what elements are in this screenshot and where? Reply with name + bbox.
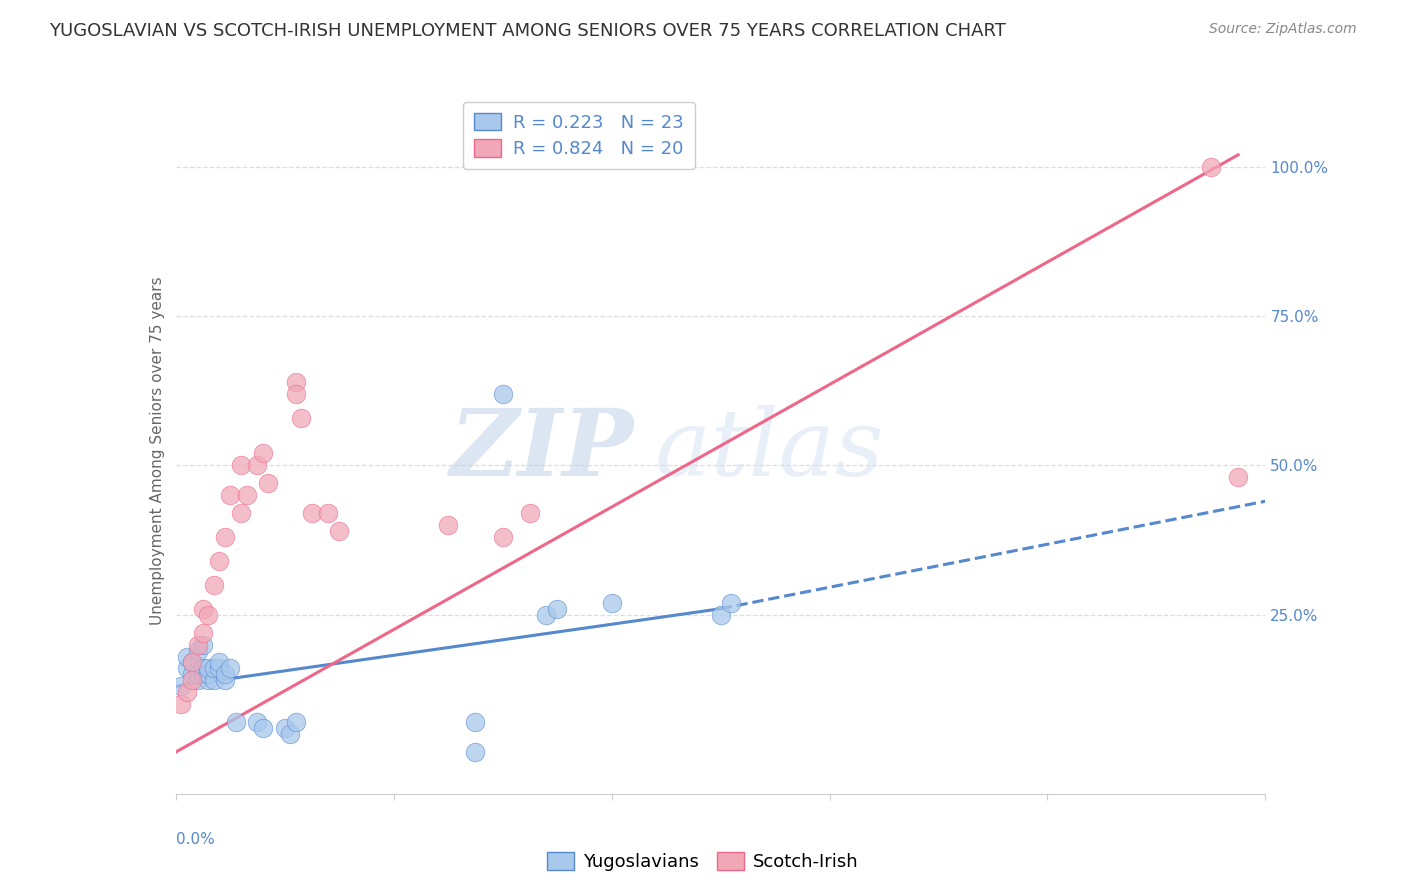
Text: Source: ZipAtlas.com: Source: ZipAtlas.com bbox=[1209, 22, 1357, 37]
Point bbox=[181, 667, 204, 681]
Point bbox=[246, 715, 269, 730]
Point bbox=[225, 715, 247, 730]
Point bbox=[600, 596, 623, 610]
Point bbox=[214, 673, 236, 688]
Point bbox=[710, 607, 733, 622]
Point bbox=[257, 476, 280, 491]
Point bbox=[214, 667, 236, 681]
Point bbox=[534, 607, 557, 622]
Point bbox=[231, 506, 253, 520]
Text: ZIP: ZIP bbox=[449, 406, 633, 495]
Point bbox=[197, 661, 219, 675]
Point bbox=[208, 554, 231, 568]
Point bbox=[186, 673, 209, 688]
Point bbox=[464, 715, 486, 730]
Point bbox=[197, 667, 219, 681]
Point bbox=[519, 506, 541, 520]
Point bbox=[219, 661, 242, 675]
Legend: R = 0.223   N = 23, R = 0.824   N = 20: R = 0.223 N = 23, R = 0.824 N = 20 bbox=[463, 103, 695, 169]
Point bbox=[301, 506, 323, 520]
Point bbox=[191, 625, 214, 640]
Point bbox=[191, 638, 214, 652]
Point bbox=[437, 518, 460, 533]
Point bbox=[492, 386, 515, 401]
Legend: Yugoslavians, Scotch-Irish: Yugoslavians, Scotch-Irish bbox=[540, 846, 866, 879]
Point bbox=[176, 649, 198, 664]
Point bbox=[208, 661, 231, 675]
Point bbox=[492, 530, 515, 544]
Point bbox=[176, 661, 198, 675]
Point bbox=[197, 673, 219, 688]
Point bbox=[202, 673, 225, 688]
Point bbox=[546, 601, 568, 615]
Point bbox=[1199, 160, 1222, 174]
Point bbox=[202, 661, 225, 675]
Point bbox=[278, 727, 301, 741]
Point bbox=[191, 661, 214, 675]
Point bbox=[284, 386, 307, 401]
Y-axis label: Unemployment Among Seniors over 75 years: Unemployment Among Seniors over 75 years bbox=[149, 277, 165, 624]
Point bbox=[464, 745, 486, 759]
Point bbox=[231, 458, 253, 473]
Point bbox=[274, 721, 297, 735]
Point bbox=[252, 446, 274, 460]
Point bbox=[318, 506, 340, 520]
Point bbox=[181, 673, 204, 688]
Point bbox=[202, 578, 225, 592]
Point bbox=[181, 656, 204, 670]
Point bbox=[219, 488, 242, 502]
Point bbox=[186, 667, 209, 681]
Point bbox=[235, 488, 257, 502]
Point bbox=[252, 721, 274, 735]
Text: atlas: atlas bbox=[655, 406, 884, 495]
Point bbox=[208, 656, 231, 670]
Point bbox=[186, 643, 209, 657]
Point bbox=[170, 679, 193, 693]
Text: 0.0%: 0.0% bbox=[176, 831, 215, 847]
Point bbox=[284, 715, 307, 730]
Point bbox=[186, 638, 209, 652]
Point bbox=[176, 685, 198, 699]
Point bbox=[214, 530, 236, 544]
Point bbox=[284, 375, 307, 389]
Point bbox=[197, 607, 219, 622]
Point bbox=[290, 410, 312, 425]
Point bbox=[328, 524, 350, 538]
Point bbox=[1227, 470, 1250, 484]
Text: YUGOSLAVIAN VS SCOTCH-IRISH UNEMPLOYMENT AMONG SENIORS OVER 75 YEARS CORRELATION: YUGOSLAVIAN VS SCOTCH-IRISH UNEMPLOYMENT… bbox=[49, 22, 1007, 40]
Point bbox=[181, 656, 204, 670]
Point bbox=[191, 601, 214, 615]
Point bbox=[720, 596, 742, 610]
Point bbox=[191, 667, 214, 681]
Point bbox=[170, 698, 193, 712]
Point bbox=[246, 458, 269, 473]
